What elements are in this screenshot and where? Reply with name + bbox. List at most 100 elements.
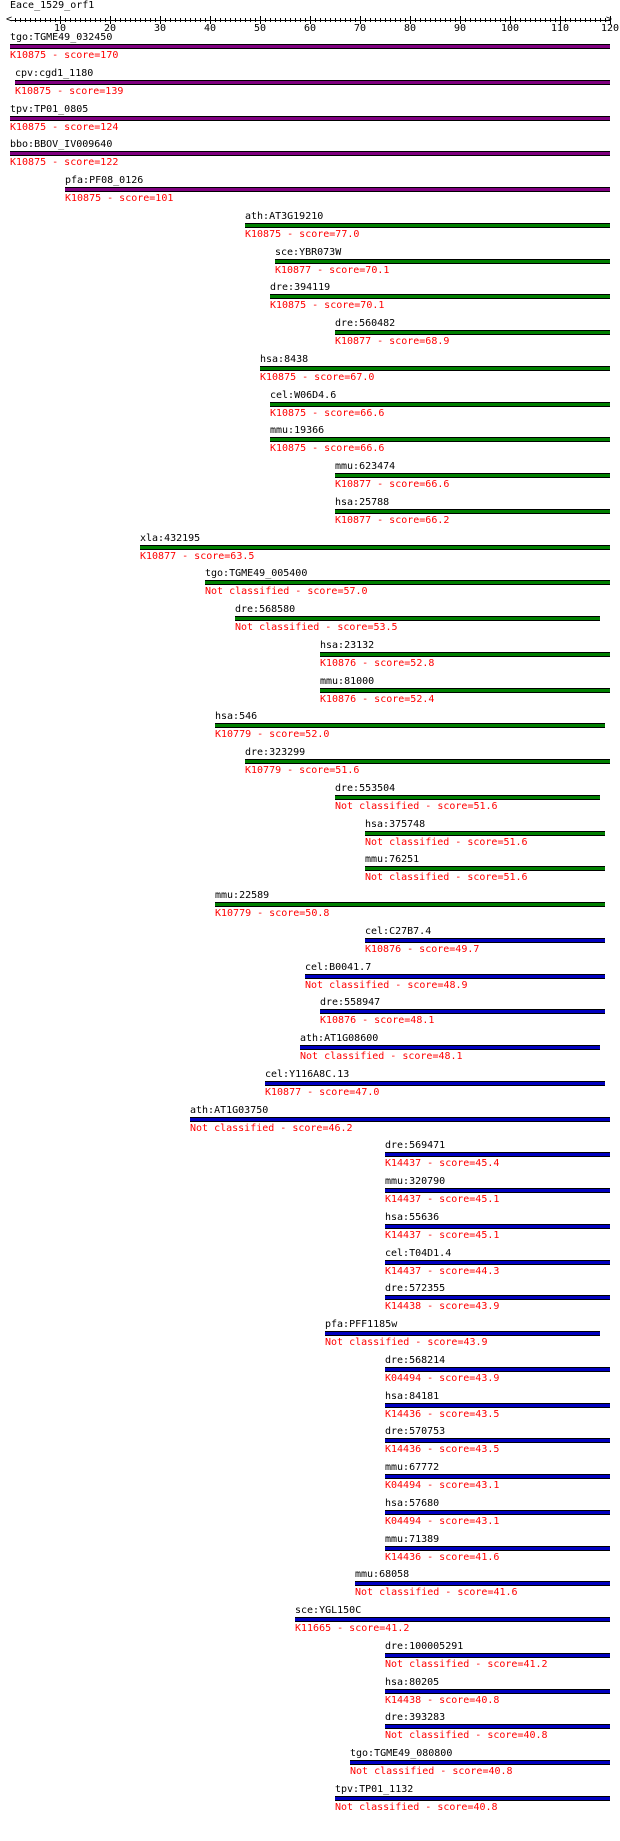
hit-alignment-bar[interactable] — [10, 44, 610, 49]
hit-alignment-bar[interactable] — [270, 437, 610, 443]
hit-alignment-bar[interactable] — [215, 902, 605, 907]
hit-row[interactable]: hsa:375748 Not classified - score=51.6 — [0, 819, 620, 855]
hit-score-label[interactable]: K10779 - score=52.0 — [215, 729, 330, 741]
hit-score-label[interactable]: K10877 - score=47.0 — [265, 1086, 380, 1098]
hit-score-label[interactable]: K14438 - score=43.9 — [385, 1301, 500, 1313]
hit-name[interactable]: hsa:546 — [215, 711, 258, 723]
hit-alignment-bar[interactable] — [385, 1295, 610, 1301]
hit-name[interactable]: hsa:25788 — [335, 496, 390, 508]
hit-alignment-bar[interactable] — [385, 1509, 610, 1515]
hit-name[interactable]: dre:393283 — [385, 1712, 446, 1724]
hit-row[interactable]: xla:432195 K10877 - score=63.5 — [0, 533, 620, 569]
hit-row[interactable]: hsa:57680 K04494 - score=43.1 — [0, 1498, 620, 1534]
hit-row[interactable]: dre:570753 K14436 - score=43.5 — [0, 1426, 620, 1462]
hit-row[interactable]: hsa:55636 K14437 - score=45.1 — [0, 1212, 620, 1248]
hit-score-label[interactable]: Not classified - score=48.9 — [305, 979, 468, 991]
hit-row[interactable]: dre:553504 Not classified - score=51.6 — [0, 783, 620, 819]
hit-row[interactable]: cpv:cgd1_1180 K10875 - score=139 — [0, 68, 620, 104]
hit-name[interactable]: tgo:TGME49_005400 — [205, 568, 308, 580]
hit-score-label[interactable]: K14436 - score=41.6 — [385, 1551, 500, 1563]
hit-alignment-bar[interactable] — [385, 1366, 610, 1372]
hit-score-label[interactable]: K10877 - score=63.5 — [140, 550, 255, 562]
hit-row[interactable]: dre:393283 Not classified - score=40.8 — [0, 1712, 620, 1748]
hit-name[interactable]: bbo:BBOV_IV009640 — [10, 139, 113, 151]
hit-alignment-bar[interactable] — [365, 866, 605, 872]
hit-alignment-bar[interactable] — [10, 115, 610, 121]
hit-row[interactable]: tpv:TP01_1132 Not classified - score=40.8 — [0, 1784, 620, 1820]
hit-alignment-bar[interactable] — [245, 222, 610, 228]
hit-name[interactable]: mmu:67772 — [385, 1462, 440, 1473]
hit-score-label[interactable]: Not classified - score=48.1 — [300, 1051, 463, 1062]
hit-alignment-bar[interactable] — [335, 794, 600, 800]
hit-row[interactable]: hsa:80205 K14438 - score=40.8 — [0, 1677, 620, 1713]
hit-name[interactable]: dre:569471 — [385, 1140, 446, 1152]
hit-score-label[interactable]: K10876 - score=48.1 — [320, 1015, 435, 1027]
hit-alignment-bar[interactable] — [385, 1188, 610, 1193]
hit-name[interactable]: hsa:55636 — [385, 1211, 440, 1223]
hit-alignment-bar[interactable] — [270, 294, 610, 300]
hit-row[interactable]: hsa:546 K10779 - score=52.0 — [0, 711, 620, 747]
hit-score-label[interactable]: K10877 - score=66.2 — [335, 514, 450, 526]
hit-name[interactable]: cel:Y116A8C.13 — [265, 1068, 350, 1080]
hit-name[interactable]: hsa:80205 — [385, 1676, 440, 1688]
hit-name[interactable]: cel:T04D1.4 — [385, 1247, 452, 1259]
hit-row[interactable]: mmu:22589 K10779 - score=50.8 — [0, 890, 620, 926]
hit-row[interactable]: mmu:71389 K14436 - score=41.6 — [0, 1534, 620, 1570]
hit-name[interactable]: dre:553504 — [335, 782, 396, 794]
hit-name[interactable]: hsa:375748 — [365, 818, 426, 830]
hit-score-label[interactable]: K10779 - score=51.6 — [245, 765, 360, 776]
hit-row[interactable]: mmu:81000 K10876 - score=52.4 — [0, 676, 620, 712]
hit-name[interactable]: pfa:PFF1185w — [325, 1319, 398, 1330]
hit-score-label[interactable]: K14438 - score=40.8 — [385, 1694, 500, 1706]
hit-alignment-bar[interactable] — [305, 973, 605, 979]
hit-score-label[interactable]: Not classified - score=51.6 — [365, 836, 528, 848]
hit-row[interactable]: dre:568580 Not classified - score=53.5 — [0, 604, 620, 640]
hit-row[interactable]: hsa:25788 K10877 - score=66.2 — [0, 497, 620, 533]
hit-row[interactable]: dre:560482 K10877 - score=68.9 — [0, 318, 620, 354]
hit-row[interactable]: hsa:8438 K10875 - score=67.0 — [0, 354, 620, 390]
hit-row[interactable]: tgo:TGME49_080800 Not classified - score=… — [0, 1748, 620, 1784]
hit-score-label[interactable]: K10877 - score=70.1 — [275, 264, 390, 276]
hit-alignment-bar[interactable] — [320, 651, 610, 657]
hit-alignment-bar[interactable] — [295, 1617, 610, 1622]
hit-name[interactable]: hsa:84181 — [385, 1390, 440, 1402]
hit-row[interactable]: ath:AT1G03750 Not classified - score=46.2 — [0, 1105, 620, 1141]
hit-alignment-bar[interactable] — [140, 544, 610, 550]
hit-alignment-bar[interactable] — [265, 1080, 605, 1086]
hit-score-label[interactable]: K14437 - score=45.1 — [385, 1229, 500, 1241]
hit-row[interactable]: mmu:623474 K10877 - score=66.6 — [0, 461, 620, 497]
hit-name[interactable]: cel:W06D4.6 — [270, 389, 337, 401]
hit-row[interactable]: cel:C27B7.4 K10876 - score=49.7 — [0, 926, 620, 962]
hit-score-label[interactable]: K10875 - score=66.6 — [270, 443, 385, 455]
hit-score-label[interactable]: K04494 - score=43.9 — [385, 1372, 500, 1384]
hit-alignment-bar[interactable] — [320, 1009, 605, 1015]
hit-row[interactable]: hsa:23132 K10876 - score=52.8 — [0, 640, 620, 676]
hit-name[interactable]: dre:570753 — [385, 1426, 446, 1438]
hit-row[interactable]: hsa:84181 K14436 - score=43.5 — [0, 1391, 620, 1427]
hit-row[interactable]: mmu:19366 K10875 - score=66.6 — [0, 425, 620, 461]
hit-score-label[interactable]: Not classified - score=40.8 — [335, 1801, 498, 1813]
hit-row[interactable]: mmu:68058 Not classified - score=41.6 — [0, 1569, 620, 1605]
hit-score-label[interactable]: Not classified - score=51.6 — [365, 872, 528, 884]
hit-name[interactable]: mmu:71389 — [385, 1533, 440, 1545]
hit-name[interactable]: ath:AT1G03750 — [190, 1104, 269, 1116]
hit-score-label[interactable]: Not classified - score=41.6 — [355, 1587, 518, 1599]
hit-row[interactable]: mmu:67772 K04494 - score=43.1 — [0, 1462, 620, 1498]
hit-score-label[interactable]: Not classified - score=40.8 — [350, 1766, 513, 1777]
hit-alignment-bar[interactable] — [385, 1545, 610, 1551]
hit-score-label[interactable]: K10875 - score=124 — [10, 121, 119, 133]
hit-alignment-bar[interactable] — [385, 1474, 610, 1479]
hit-row[interactable]: ath:AT1G08600 Not classified - score=48.1 — [0, 1033, 620, 1069]
hit-alignment-bar[interactable] — [15, 79, 610, 85]
hit-score-label[interactable]: K14437 - score=45.4 — [385, 1158, 500, 1170]
hit-score-label[interactable]: K10876 - score=52.4 — [320, 693, 435, 705]
hit-row[interactable]: bbo:BBOV_IV009640 K10875 - score=122 — [0, 139, 620, 175]
hit-alignment-bar[interactable] — [275, 258, 610, 264]
hit-row[interactable]: tgo:TGME49_032450 K10875 - score=170 — [0, 32, 620, 68]
hit-alignment-bar[interactable] — [260, 365, 610, 371]
hit-score-label[interactable]: K11665 - score=41.2 — [295, 1623, 410, 1634]
hit-alignment-bar[interactable] — [245, 759, 610, 764]
hit-alignment-bar[interactable] — [335, 508, 610, 514]
hit-name[interactable]: tpv:TP01_1132 — [335, 1783, 414, 1795]
hit-alignment-bar[interactable] — [350, 1760, 610, 1765]
